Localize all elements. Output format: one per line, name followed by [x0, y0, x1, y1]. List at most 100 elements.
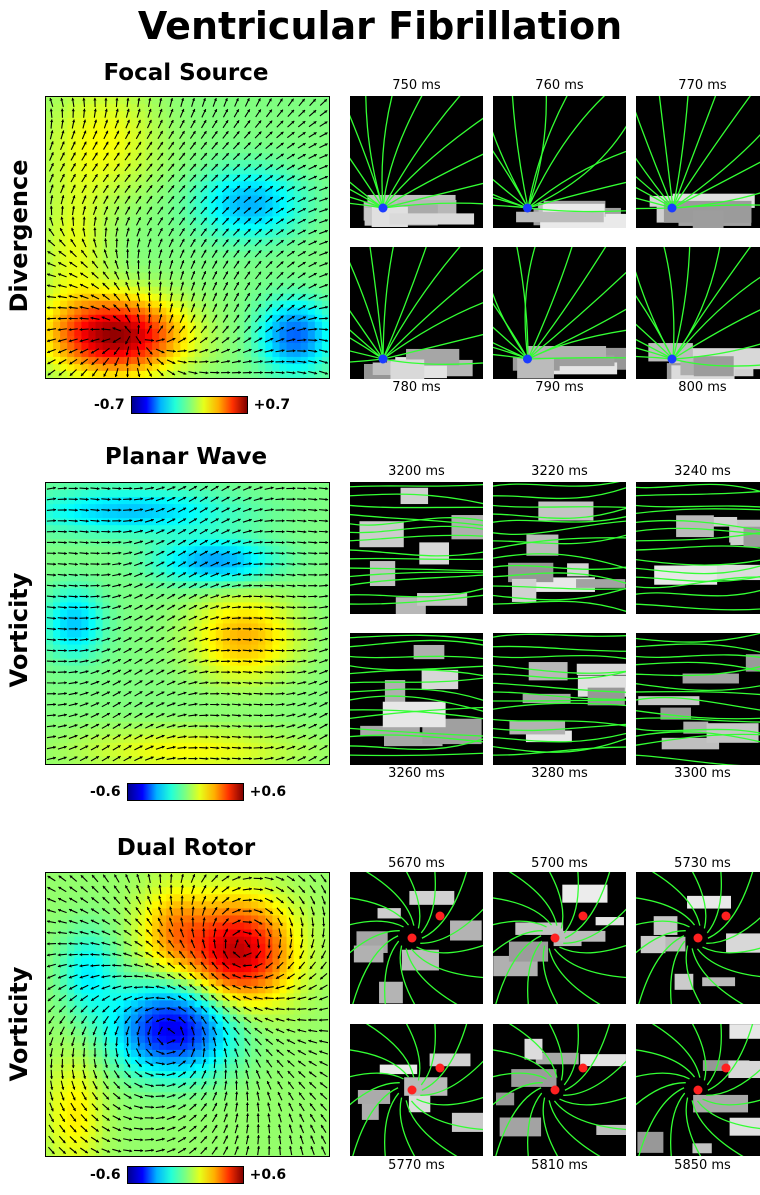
field-cell [215, 518, 224, 526]
field-cell [293, 539, 302, 547]
field-cell [293, 700, 302, 709]
field-cell [46, 1085, 54, 1093]
field-cell [229, 223, 238, 232]
field-arrow [210, 496, 219, 503]
field-arrow [319, 186, 329, 191]
field-cell [109, 943, 118, 952]
field-cell [159, 714, 167, 723]
field-cell [286, 574, 295, 582]
field-cell [152, 707, 160, 716]
field-cell [244, 483, 252, 491]
field-cell [67, 328, 75, 337]
field-arrow [231, 616, 242, 620]
field-cell [152, 265, 160, 274]
field-cell [265, 742, 273, 751]
field-arrow [155, 348, 165, 354]
field-cell [123, 244, 132, 253]
field-cell [286, 609, 295, 618]
field-cell [194, 328, 203, 337]
field-arrow [71, 216, 75, 226]
field-cell [251, 588, 259, 596]
field-cell [251, 490, 259, 498]
field-cell [74, 321, 82, 330]
field-arrow [242, 616, 252, 620]
field-arrow [253, 735, 263, 739]
field-cell [53, 979, 61, 987]
field-cell [187, 349, 196, 358]
field-cell [60, 490, 68, 498]
field-cell [88, 908, 97, 917]
field-cell [46, 609, 54, 618]
field-cell [74, 97, 82, 105]
field-cell [145, 581, 153, 589]
field-cell [166, 279, 174, 288]
field-arrow [253, 562, 263, 566]
field-cell [251, 335, 259, 344]
field-arrow [297, 186, 307, 192]
field-cell [208, 581, 217, 589]
field-cell [279, 258, 288, 267]
field-cell [293, 153, 302, 161]
field-cell [229, 335, 238, 344]
field-arrow [167, 163, 175, 172]
field-cell [60, 1056, 68, 1065]
field-cell [145, 693, 153, 702]
field-arrow [144, 550, 154, 556]
field-cell [123, 342, 132, 351]
field-arrow [188, 485, 198, 492]
field-cell [194, 195, 203, 203]
field-cell [194, 111, 203, 119]
field-cell [194, 286, 203, 295]
field-arrow [211, 206, 219, 215]
field-arrow [90, 497, 100, 501]
field-cell [123, 328, 132, 337]
field-cell [53, 483, 61, 491]
field-arrow [318, 594, 329, 598]
field-cell [229, 588, 238, 596]
field-cell [194, 483, 203, 491]
field-arrow [68, 724, 78, 729]
field-arrow [112, 712, 121, 719]
field-cell [74, 335, 82, 344]
field-cell [159, 539, 167, 547]
field-cell [258, 265, 266, 274]
field-arrow [286, 338, 296, 342]
field-cell [180, 209, 189, 218]
field-cell [95, 756, 104, 764]
field-cell [88, 349, 97, 358]
field-cell [46, 693, 54, 702]
field-arrow [156, 174, 164, 182]
field-cell [187, 335, 196, 344]
field-arrow [308, 691, 318, 696]
field-arrow [308, 648, 318, 653]
field-cell [74, 188, 82, 196]
field-cell [53, 658, 61, 667]
field-cell [251, 146, 259, 154]
field-cell [116, 728, 125, 737]
field-cell [279, 574, 288, 582]
field-cell [201, 202, 210, 210]
field-cell [201, 644, 210, 653]
field-cell [237, 560, 245, 568]
field-cell [286, 567, 295, 575]
field-cell [300, 286, 309, 295]
field-arrow [188, 496, 198, 502]
field-cell [194, 216, 203, 225]
field-cell [130, 307, 139, 316]
field-cell [88, 244, 97, 253]
field-cell [251, 258, 259, 267]
field-cell [258, 160, 266, 168]
field-arrow [46, 497, 57, 501]
field-cell [173, 370, 182, 378]
field-cell [95, 1064, 104, 1072]
field-cell [46, 672, 54, 681]
field-cell [208, 286, 217, 295]
field-arrow [308, 584, 318, 588]
field-cell [286, 244, 295, 253]
field-cell [88, 915, 97, 924]
field-arrow [286, 605, 296, 610]
field-cell [53, 728, 61, 737]
field-cell [145, 188, 153, 196]
field-cell [300, 567, 309, 575]
field-cell [314, 209, 323, 218]
